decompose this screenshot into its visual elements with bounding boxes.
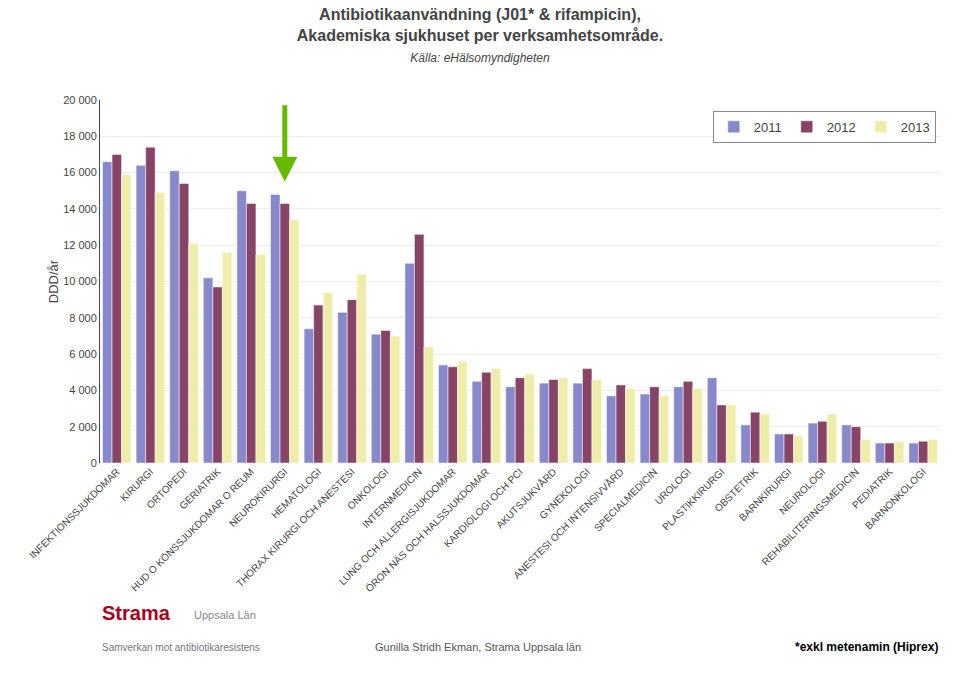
- svg-text:10 000: 10 000: [63, 275, 97, 287]
- svg-text:*exkl metenamin (Hiprex): *exkl metenamin (Hiprex): [795, 640, 938, 654]
- svg-text:KIRURGI: KIRURGI: [118, 466, 155, 503]
- svg-text:UROLOGI: UROLOGI: [653, 466, 693, 506]
- svg-text:HUD O KÖNSSJUKDOMAR O REUM: HUD O KÖNSSJUKDOMAR O REUM: [129, 466, 256, 593]
- svg-text:20 000: 20 000: [63, 94, 97, 106]
- svg-text:PLASTIKKIRURGI: PLASTIKKIRURGI: [660, 466, 726, 532]
- svg-text:Uppsala Län: Uppsala Län: [194, 609, 256, 621]
- svg-text:ORTOPEDI: ORTOPEDI: [144, 466, 188, 510]
- svg-text:14 000: 14 000: [63, 203, 97, 215]
- svg-text:16 000: 16 000: [63, 166, 97, 178]
- svg-text:2013: 2013: [901, 120, 930, 135]
- svg-text:OBSTETRIK: OBSTETRIK: [712, 466, 760, 514]
- svg-text:AKUTSJUKVÅRD: AKUTSJUKVÅRD: [493, 465, 558, 530]
- svg-text:NEUROLOGI: NEUROLOGI: [777, 466, 827, 516]
- svg-text:4 000: 4 000: [69, 384, 97, 396]
- svg-text:BARNKIRURGI: BARNKIRURGI: [737, 466, 794, 523]
- svg-text:ANESTESI OCH INTENSIVVÅRD: ANESTESI OCH INTENSIVVÅRD: [510, 465, 625, 580]
- svg-text:Samverkan mot antibiotikaresis: Samverkan mot antibiotikaresistens: [102, 642, 260, 653]
- svg-text:THORAX KIRURGI OCH ANESTESI: THORAX KIRURGI OCH ANESTESI: [234, 466, 357, 589]
- svg-text:Strama: Strama: [102, 602, 171, 624]
- svg-text:6 000: 6 000: [69, 348, 97, 360]
- svg-text:Antibiotikaanvändning (J01* &: Antibiotikaanvändning (J01* & rifampicin…: [297, 6, 663, 65]
- svg-text:PEDIATRIK: PEDIATRIK: [850, 466, 895, 511]
- svg-text:NEUROKIRURGI: NEUROKIRURGI: [227, 466, 290, 529]
- svg-text:KARDIOLOGI OCH PCI: KARDIOLOGI OCH PCI: [442, 466, 525, 549]
- svg-text:ONKOLOGI: ONKOLOGI: [345, 466, 391, 512]
- svg-text:BARNONKOLOGI: BARNONKOLOGI: [863, 466, 928, 531]
- svg-text:HEMATOLOGI: HEMATOLOGI: [269, 466, 323, 520]
- svg-text:2 000: 2 000: [69, 421, 97, 433]
- svg-text:0: 0: [91, 457, 97, 469]
- svg-text:GERIATRIK: GERIATRIK: [177, 466, 223, 512]
- svg-text:Gunilla Stridh Ekman, Strama U: Gunilla Stridh Ekman, Strama Uppsala län: [375, 641, 581, 653]
- svg-text:INTERNMEDICIN: INTERNMEDICIN: [360, 466, 424, 530]
- svg-text:SPECIALMEDICIN: SPECIALMEDICIN: [592, 466, 660, 534]
- svg-text:ÖRON NÄS OCH HALSSJUKDOMAR: ÖRON NÄS OCH HALSSJUKDOMAR: [363, 466, 491, 594]
- svg-text:INFEKTIONSSJUKDOMAR: INFEKTIONSSJUKDOMAR: [27, 466, 122, 561]
- svg-text:DDD/år: DDD/år: [46, 259, 61, 303]
- svg-text:2012: 2012: [827, 120, 856, 135]
- svg-text:LUNG OCH ALLERGISJUKDOMAR: LUNG OCH ALLERGISJUKDOMAR: [337, 466, 458, 587]
- svg-text:12 000: 12 000: [63, 239, 97, 251]
- svg-text:GYNEKOLOGI: GYNEKOLOGI: [537, 466, 592, 521]
- svg-text:8 000: 8 000: [69, 312, 97, 324]
- svg-text:REHABILITERINGSMEDICIN: REHABILITERINGSMEDICIN: [760, 466, 861, 567]
- svg-text:2011: 2011: [754, 120, 782, 135]
- svg-text:18 000: 18 000: [63, 130, 97, 142]
